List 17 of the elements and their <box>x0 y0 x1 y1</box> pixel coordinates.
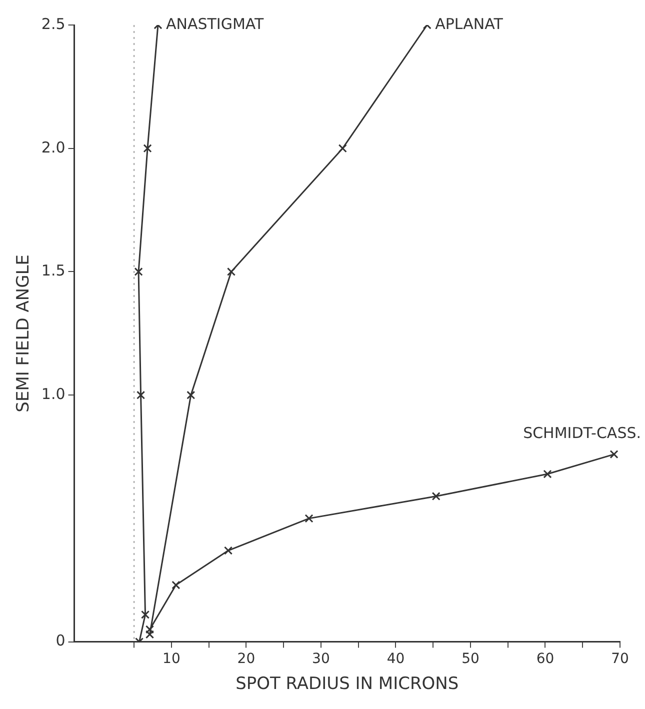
x-tick-label: 50 <box>462 650 480 667</box>
x-axis-title: SPOT RADIUS IN MICRONS <box>236 674 459 694</box>
x-tick-label: 60 <box>536 650 554 667</box>
series-label: SCHMIDT-CASS. <box>523 424 642 442</box>
y-tick-label: 2.0 <box>41 138 66 156</box>
y-tick-label: 1.5 <box>41 262 66 280</box>
series-label: APLANAT <box>435 14 504 33</box>
x-tick-label: 20 <box>237 650 256 667</box>
x-tick-label: 30 <box>312 650 330 667</box>
series-label: ANASTIGMAT <box>166 14 264 33</box>
x-tick-label: 70 <box>611 650 629 667</box>
y-tick-label: 1.0 <box>41 384 66 403</box>
x-tick-label: 40 <box>386 650 405 667</box>
y-tick-label: 0 <box>56 632 66 650</box>
x-tick-label: 10 <box>162 650 180 667</box>
y-tick-label: 2.5 <box>41 14 66 33</box>
y-axis-title: SEMI FIELD ANGLE <box>14 254 34 412</box>
